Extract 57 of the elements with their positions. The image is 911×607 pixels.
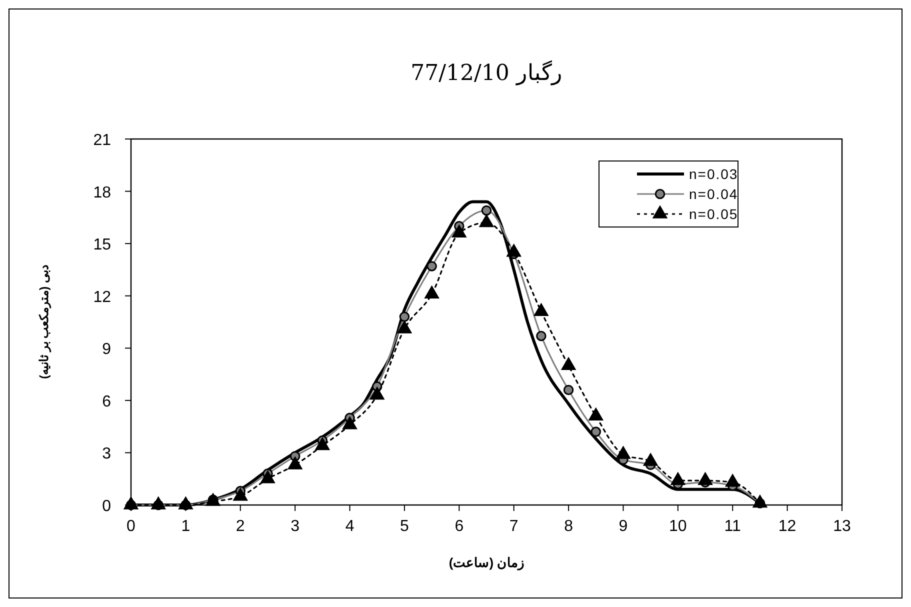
point xyxy=(590,426,602,437)
point xyxy=(426,261,437,272)
point xyxy=(151,496,166,510)
point xyxy=(588,408,603,421)
point xyxy=(506,244,521,257)
point xyxy=(452,225,466,238)
x-tick-label: 1 xyxy=(181,518,190,535)
point xyxy=(481,205,492,216)
point xyxy=(752,495,768,508)
legend-label: n=0.03 xyxy=(689,166,738,182)
point xyxy=(315,438,330,450)
point xyxy=(424,286,439,299)
y-axis-title: دبی (مترمکعب بر ثانیه) xyxy=(37,265,52,379)
x-tick-label: 2 xyxy=(236,518,245,535)
x-tick-label: 8 xyxy=(564,518,574,535)
x-tick-label: 9 xyxy=(618,518,628,535)
legend-label: n=0.04 xyxy=(689,186,738,202)
legend-label: n=0.05 xyxy=(689,206,738,222)
point xyxy=(534,303,548,316)
x-tick-label: 11 xyxy=(724,518,742,535)
x-tick-label: 6 xyxy=(454,518,464,535)
chart-title: رگبار 77/12/10 xyxy=(410,60,562,86)
y-tick-label: 9 xyxy=(102,341,112,358)
point xyxy=(563,384,574,396)
x-tick-label: 3 xyxy=(290,518,300,535)
point xyxy=(670,472,686,486)
point xyxy=(399,312,410,322)
point xyxy=(561,357,576,370)
y-tick-label: 18 xyxy=(93,184,112,202)
point xyxy=(260,470,275,484)
point xyxy=(643,453,658,466)
point xyxy=(288,456,302,470)
point xyxy=(726,474,740,487)
point xyxy=(233,488,248,501)
point xyxy=(698,472,712,486)
y-tick-label: 0 xyxy=(102,498,112,515)
x-tick-label: 4 xyxy=(345,518,354,535)
point xyxy=(479,214,494,228)
point xyxy=(342,416,357,430)
point xyxy=(397,320,412,334)
x-tick-label: 13 xyxy=(833,518,851,535)
x-axis-title: زمان (ساعت) xyxy=(448,555,524,571)
x-tick-label: 12 xyxy=(778,518,796,535)
point xyxy=(616,446,630,459)
point xyxy=(124,496,138,510)
point xyxy=(536,330,546,342)
y-tick-label: 21 xyxy=(93,132,112,149)
point xyxy=(178,496,193,510)
point xyxy=(370,387,384,400)
y-tick-label: 6 xyxy=(102,393,112,410)
y-tick-label: 15 xyxy=(93,236,112,254)
y-tick-label: 3 xyxy=(102,446,112,463)
x-tick-label: 5 xyxy=(400,518,410,535)
x-tick-label: 7 xyxy=(509,518,518,535)
x-tick-label: 10 xyxy=(669,518,687,535)
x-tick-label: 0 xyxy=(126,518,136,535)
y-tick-label: 12 xyxy=(93,288,112,306)
